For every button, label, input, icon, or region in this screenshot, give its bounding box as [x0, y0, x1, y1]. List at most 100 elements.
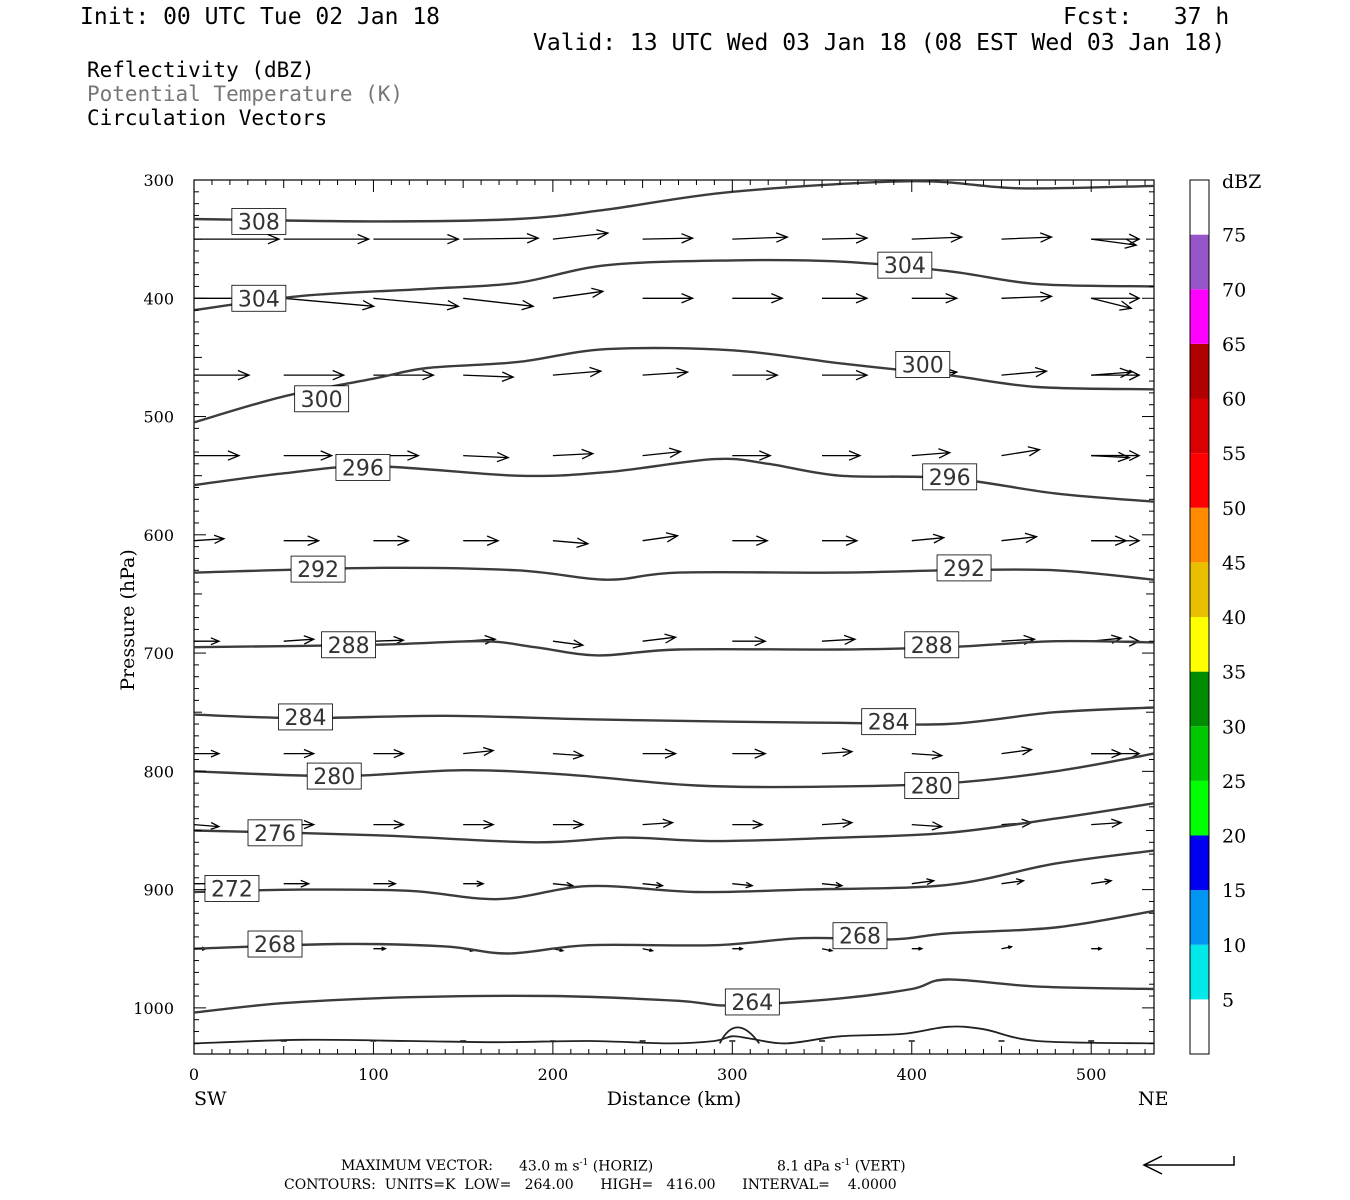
- wind-vector-arrow: [821, 948, 834, 953]
- contour-label-box: [936, 554, 992, 582]
- wind-vector-arrow: [642, 447, 683, 458]
- field-reflectivity: Reflectivity (dBZ): [87, 58, 315, 82]
- wind-vector-arrow: [463, 880, 485, 888]
- colorbar-segment: [1190, 180, 1209, 235]
- theta-contour-272: [193, 849, 1155, 901]
- contour-label-box: [877, 251, 933, 279]
- y-axis-title: Pressure (hPa): [117, 549, 139, 691]
- max-vector-horizontal: 43.0 m s-1 (HORIZ): [519, 1158, 654, 1175]
- contour-label-box: [204, 875, 260, 902]
- colorbar-segment: [1190, 507, 1209, 563]
- y-tick-label: 1000: [133, 999, 174, 1018]
- wind-vector-arrow: [732, 450, 772, 461]
- contour-label: 284: [868, 711, 910, 736]
- wind-vector-arrow: [1091, 535, 1141, 547]
- wind-vector-arrow: [373, 369, 436, 381]
- colorbar-segment: [1190, 780, 1209, 836]
- wind-vector-arrow: [373, 880, 398, 888]
- wind-vector-arrow: [552, 229, 610, 240]
- theta-contour-304: [193, 258, 1155, 312]
- wind-vector-arrow: [911, 821, 944, 831]
- wind-vector-arrow: [822, 369, 869, 381]
- wind-vector-arrow: [463, 297, 535, 311]
- contour-label: 268: [254, 933, 296, 958]
- x-tick-label: 400: [896, 1065, 927, 1084]
- wind-vector-arrow: [732, 232, 789, 243]
- wind-vector-arrow: [822, 293, 869, 304]
- wind-vector-arrow: [194, 450, 241, 461]
- colorbar-level-label: 40: [1222, 607, 1246, 629]
- x-tick-label: 0: [189, 1065, 199, 1084]
- dbz-colorbar: 5 10 15 20 25 30 35 40 45 50 55 60 65 70 75: [1189, 179, 1246, 1055]
- colorbar-segment: [1190, 234, 1209, 290]
- contour-label: 308: [238, 210, 280, 235]
- wind-vector-arrow: [283, 748, 316, 759]
- wind-vector-arrow: [552, 750, 585, 760]
- wind-vector-arrow: [1091, 292, 1141, 304]
- colorbar-segment: [1190, 289, 1209, 344]
- field-potential-temperature: Potential Temperature (K): [87, 82, 404, 106]
- max-vector-vertical: 8.1 dPa s-1 (VERT): [777, 1158, 906, 1175]
- colorbar-segment: [1190, 944, 1209, 1000]
- wind-vector-arrow: [373, 946, 388, 951]
- wind-vector-arrow: [1091, 878, 1113, 885]
- contour-label: 300: [301, 388, 343, 413]
- theta-contour-292: [193, 566, 1155, 581]
- contour-label: 292: [943, 557, 985, 582]
- contour-label-box: [904, 772, 960, 799]
- wind-vector-arrow: [821, 233, 869, 244]
- contour-info: CONTOURS: UNITS=K LOW= 264.00 HIGH= 416.…: [284, 1177, 897, 1193]
- y-tick-label: 700: [143, 644, 174, 663]
- contour-label-box: [904, 631, 960, 659]
- theta-contour-264: [193, 978, 1155, 1014]
- wind-vector-arrow: [552, 366, 603, 378]
- wind-vector-arrow: [283, 233, 371, 245]
- x-tick-label: 500: [1076, 1065, 1107, 1084]
- wind-vector-arrow: [732, 881, 754, 889]
- colorbar-level-label: 15: [1222, 880, 1246, 902]
- wind-vector-arrow: [1091, 449, 1141, 462]
- colorbar-segment: [1190, 343, 1209, 399]
- wind-vector-arrow: [552, 639, 585, 649]
- colorbar-level-label: 30: [1222, 716, 1246, 738]
- wind-vector-arrow: [463, 746, 495, 757]
- x-tick-label: 300: [717, 1065, 748, 1084]
- colorbar-level-label: 70: [1222, 279, 1246, 301]
- wind-vector-arrow: [732, 636, 767, 647]
- y-tick-label: 400: [143, 289, 174, 308]
- wind-vector-arrow: [1001, 532, 1039, 544]
- wind-vector-arrow: [283, 879, 311, 888]
- colorbar-segment: [1190, 999, 1209, 1054]
- colorbar-level-label: 60: [1222, 389, 1246, 411]
- wind-vector-arrow: [642, 948, 655, 953]
- theta-contour-284: [193, 706, 1155, 726]
- theta-contour-300: [193, 346, 1155, 424]
- contour-label-box: [306, 762, 362, 790]
- wind-vector-arrow: [1001, 446, 1042, 457]
- wind-vector-arrow: [642, 367, 690, 379]
- theta-contours: 308 304 304 300 300 296 296 292 292 288 288 284 284 2…: [193, 179, 1155, 1045]
- colorbar-level-label: 20: [1222, 826, 1246, 848]
- wind-vector-arrow: [642, 818, 675, 828]
- plot-frame: [193, 179, 1155, 1055]
- wind-vector-arrow: [373, 297, 461, 311]
- max-vector-label: MAXIMUM VECTOR:: [341, 1158, 493, 1174]
- colorbar-segment: [1190, 890, 1209, 945]
- y-tick-label: 900: [143, 881, 174, 900]
- colorbar-level-label: 65: [1222, 334, 1246, 356]
- wind-vector-arrow: [1091, 818, 1123, 828]
- wind-vector-arrow: [642, 293, 695, 304]
- wind-vector-arrow: [642, 532, 680, 543]
- wind-vector-arrow: [822, 535, 859, 546]
- contour-label: 304: [238, 287, 280, 312]
- wind-vector-arrow: [821, 634, 857, 645]
- contour-label: 264: [731, 991, 773, 1016]
- surface-contour: [193, 1025, 1155, 1045]
- contour-label: 296: [342, 456, 384, 481]
- y-tick-label: 500: [143, 408, 174, 427]
- contour-label-box: [231, 284, 287, 312]
- wind-vector-arrow: [1091, 946, 1103, 951]
- contour-label: 288: [328, 634, 370, 659]
- wind-vector-arrow: [1001, 232, 1054, 243]
